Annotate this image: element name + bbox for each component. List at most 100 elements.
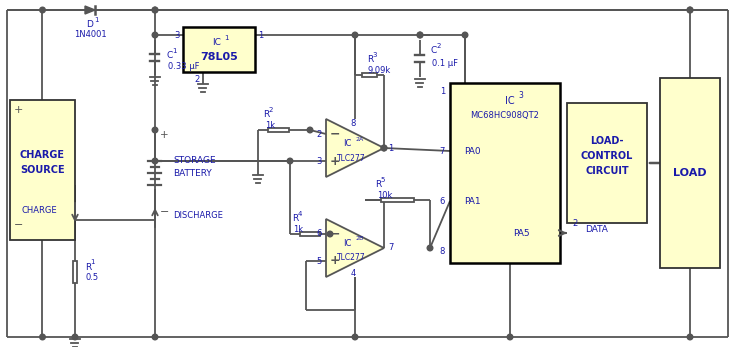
Circle shape [307,127,313,133]
Circle shape [72,334,78,340]
Text: CIRCUIT: CIRCUIT [585,166,629,176]
Text: MC68HC908QT2: MC68HC908QT2 [470,110,539,119]
Circle shape [417,32,423,38]
Text: R: R [85,262,91,271]
Text: 1: 1 [90,260,95,265]
Text: 2: 2 [437,42,441,49]
Text: 2: 2 [268,107,273,112]
Text: 1k: 1k [293,225,303,234]
Circle shape [687,7,693,13]
Circle shape [687,334,693,340]
Text: +: + [330,154,340,168]
Circle shape [40,7,46,13]
Text: 6: 6 [317,229,322,238]
Text: 2: 2 [317,129,322,138]
Text: 5: 5 [381,177,385,183]
Text: 1: 1 [388,144,393,152]
Text: CHARGE: CHARGE [20,150,65,160]
Bar [268,128,290,132]
Text: −: − [14,220,24,230]
Text: 0.1 μF: 0.1 μF [432,59,458,68]
Text: 3: 3 [175,31,180,40]
Bar [183,27,255,72]
Bar [362,73,377,77]
Text: −: − [330,228,340,240]
Text: 1: 1 [258,31,263,40]
Circle shape [327,231,333,237]
Text: IC: IC [343,238,351,247]
Text: IC: IC [505,96,514,106]
Text: R: R [375,179,381,188]
Circle shape [417,32,423,38]
Circle shape [152,158,158,164]
Text: 3: 3 [518,91,523,100]
Circle shape [687,7,693,13]
Text: 0.5: 0.5 [86,273,99,282]
Text: 2: 2 [573,219,578,228]
Text: 1: 1 [95,17,99,23]
Text: IC: IC [343,138,351,147]
Text: 3: 3 [317,156,322,166]
Text: 8: 8 [440,246,445,255]
Circle shape [462,32,467,38]
Text: 1: 1 [440,86,445,95]
Bar [73,261,77,282]
Circle shape [152,7,158,13]
Text: 7: 7 [388,244,393,253]
Text: +: + [14,105,24,115]
Text: PA0: PA0 [464,146,481,155]
Bar [567,103,647,223]
Text: LOAD: LOAD [673,168,707,178]
Text: C: C [167,51,173,59]
Text: C: C [431,45,437,54]
Text: STORAGE: STORAGE [173,155,215,164]
Text: BATTERY: BATTERY [173,169,212,178]
Circle shape [40,334,46,340]
Circle shape [381,145,387,151]
Text: R: R [263,110,269,118]
Text: LOAD-: LOAD- [590,136,624,146]
Bar [381,198,414,202]
Circle shape [152,127,158,133]
Circle shape [152,32,158,38]
Circle shape [152,7,158,13]
Circle shape [152,334,158,340]
Text: 10k: 10k [377,191,392,200]
Text: D: D [87,19,93,28]
Circle shape [507,334,513,340]
Polygon shape [326,119,384,177]
Text: DISCHARGE: DISCHARGE [173,211,223,220]
Text: PA5: PA5 [513,229,530,237]
Circle shape [427,245,433,251]
Circle shape [352,334,358,340]
Bar [450,83,560,263]
Text: 8: 8 [351,118,356,127]
Text: CHARGE: CHARGE [21,205,57,214]
Text: +: + [160,130,168,140]
Polygon shape [85,6,95,14]
Text: 6: 6 [440,196,445,205]
Circle shape [352,32,358,38]
Text: 1N4001: 1N4001 [74,29,107,39]
Text: TLC277: TLC277 [337,254,365,262]
Text: DATA: DATA [585,226,608,235]
Text: −: − [160,207,169,217]
Text: 1: 1 [172,48,176,53]
Text: 7: 7 [440,146,445,155]
Text: 2: 2 [194,75,200,84]
Circle shape [287,158,293,164]
Text: CONTROL: CONTROL [581,151,633,161]
Bar [10,100,75,240]
Text: 78L05: 78L05 [200,52,238,62]
Text: 9.09k: 9.09k [368,66,391,75]
Text: PA1: PA1 [464,196,481,205]
Text: IC: IC [212,37,221,46]
Text: −: − [330,127,340,141]
Text: 0.33 μF: 0.33 μF [168,61,199,70]
Text: 1: 1 [224,34,229,41]
Text: 4: 4 [351,269,356,278]
Bar [300,232,320,236]
Text: 3: 3 [373,51,377,58]
Text: 2A: 2A [356,136,365,142]
Text: TLC277: TLC277 [337,153,365,162]
